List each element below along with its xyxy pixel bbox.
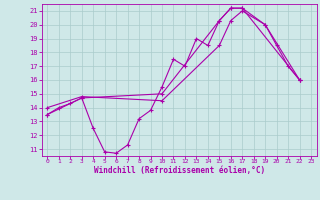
X-axis label: Windchill (Refroidissement éolien,°C): Windchill (Refroidissement éolien,°C)	[94, 166, 265, 175]
